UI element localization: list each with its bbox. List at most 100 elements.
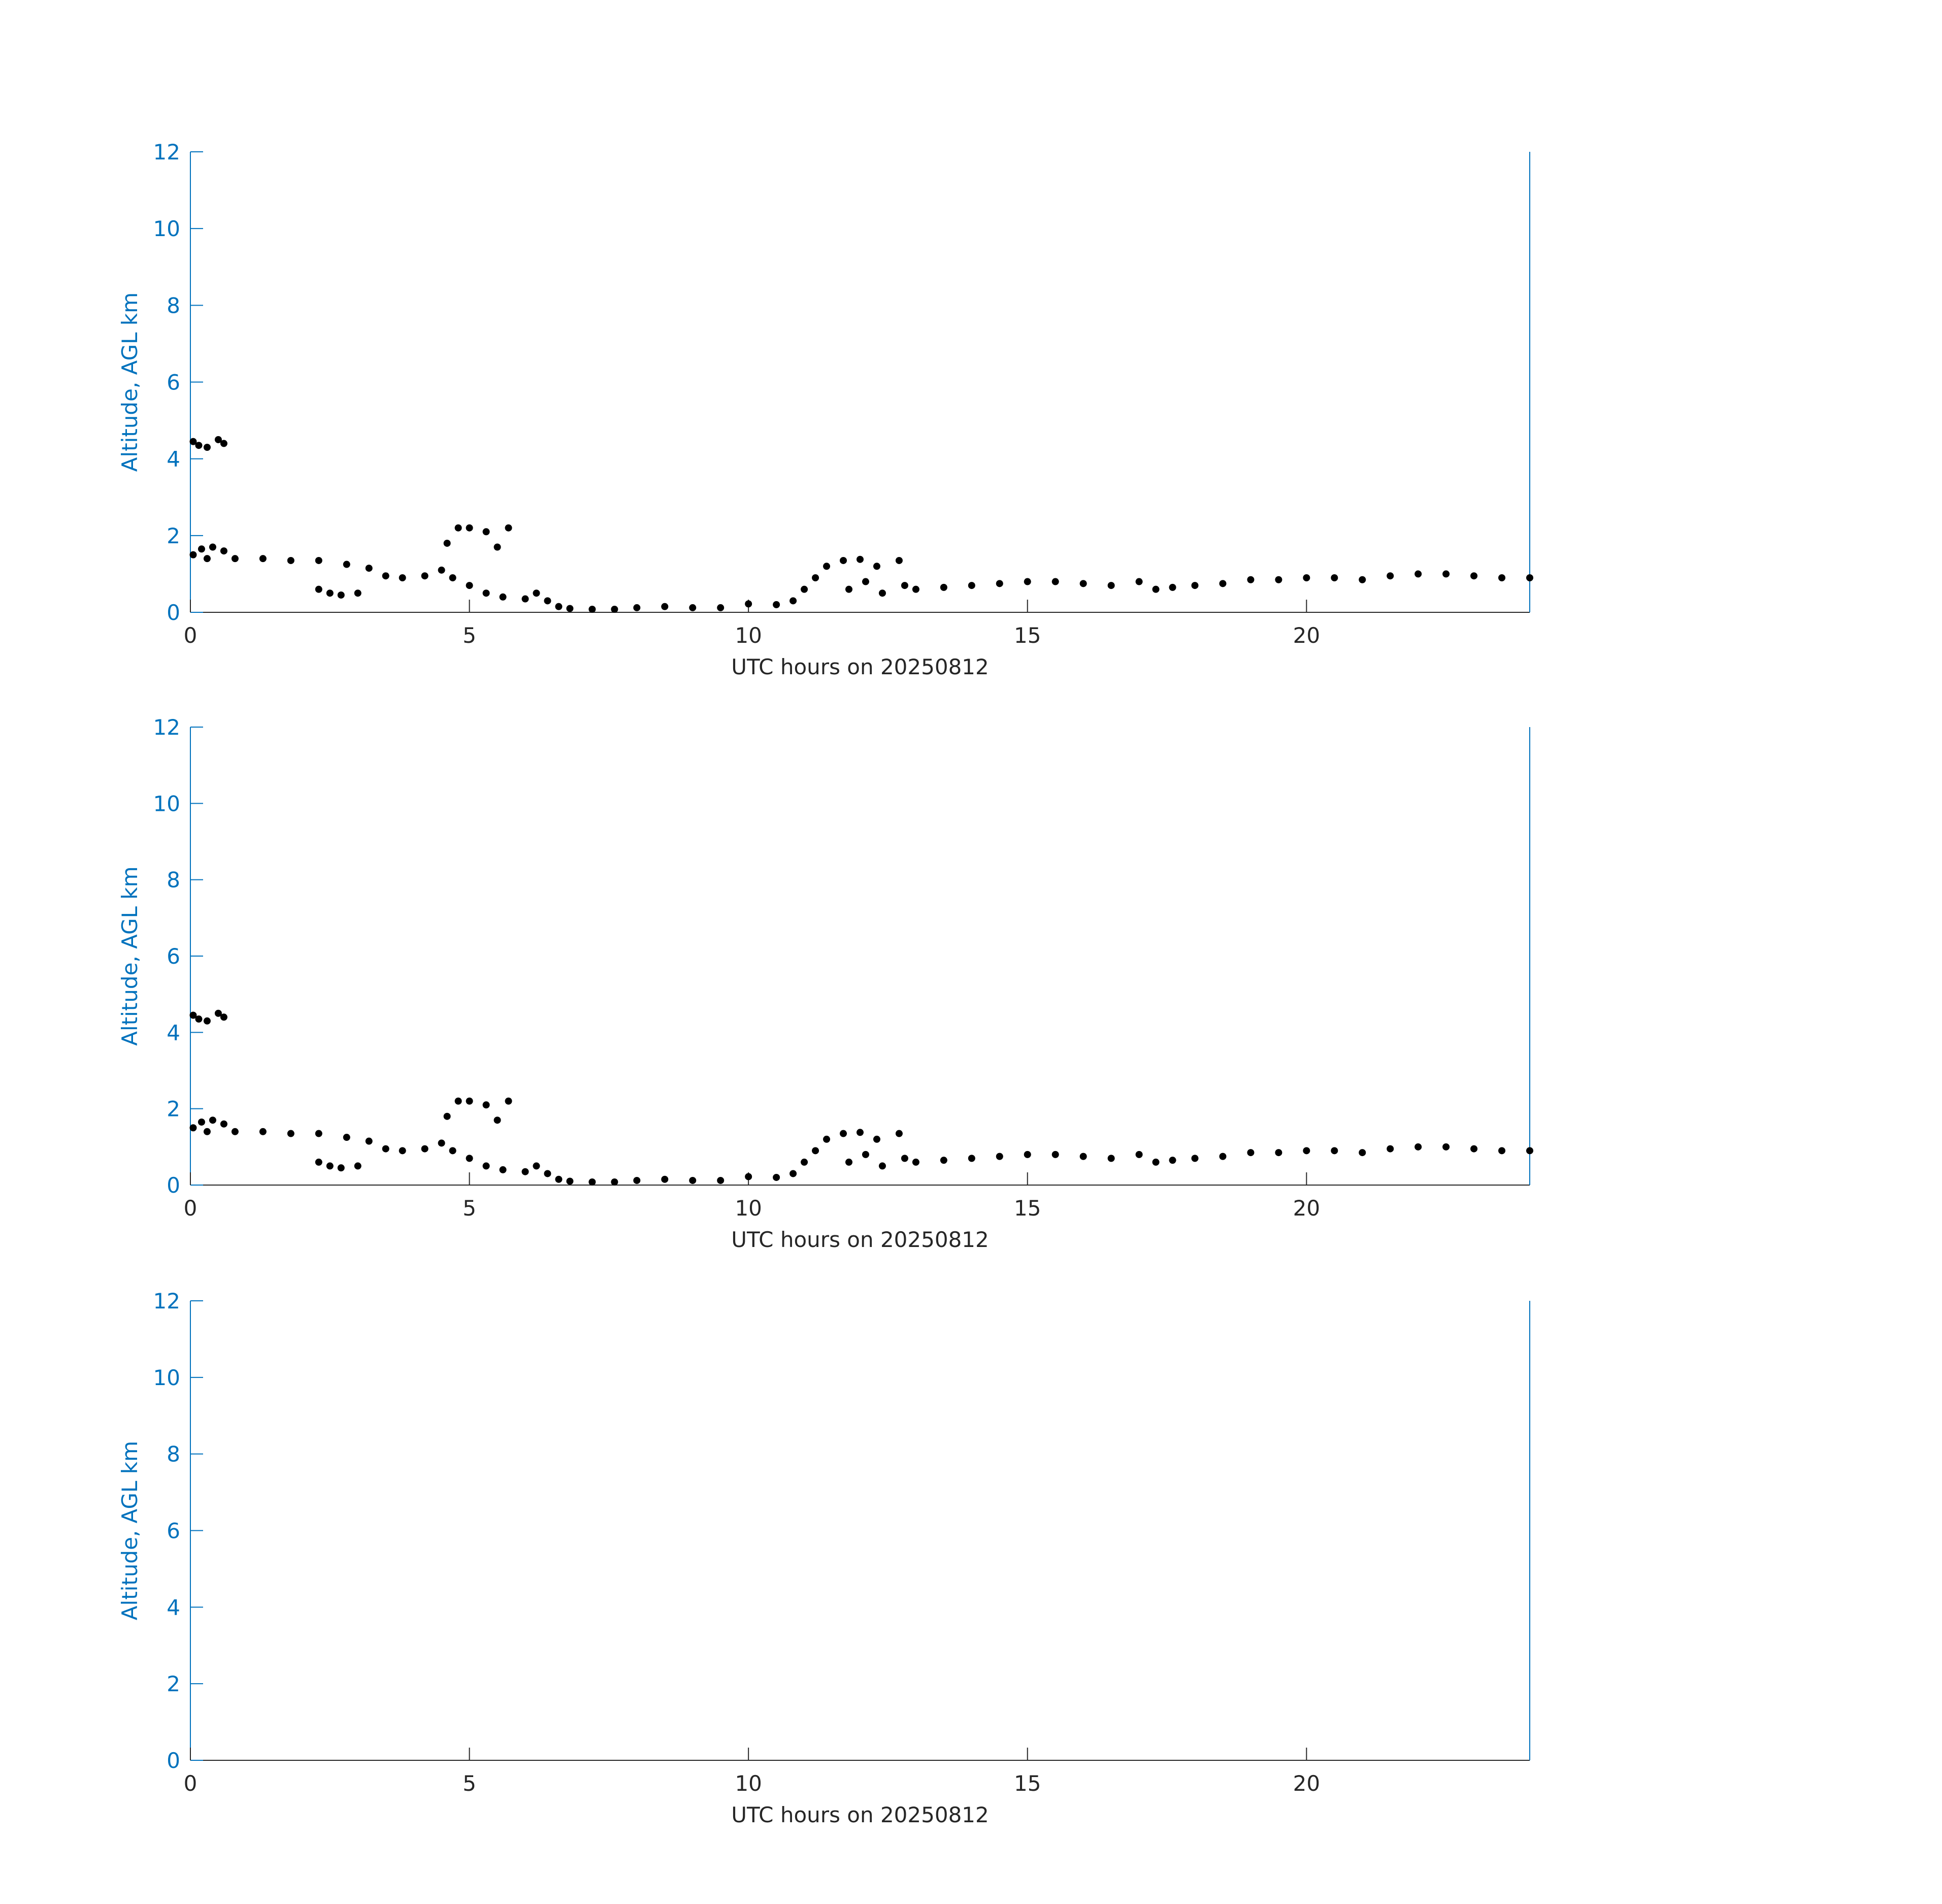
data-point (1387, 572, 1394, 580)
data-point (287, 556, 294, 564)
data-point (1107, 582, 1115, 589)
data-point (1024, 1151, 1031, 1158)
data-point (1498, 574, 1506, 581)
data-point (1387, 1145, 1394, 1153)
data-point (1331, 1147, 1338, 1155)
x-axis-label: UTC hours on 20250812 (731, 654, 989, 679)
x-tick-label: 5 (463, 1771, 476, 1796)
x-tick-label: 20 (1293, 623, 1320, 648)
data-point (1359, 576, 1366, 583)
data-point (443, 539, 451, 547)
data-point (773, 1173, 780, 1181)
data-point (1442, 570, 1450, 578)
data-point (801, 585, 808, 593)
x-tick-label: 10 (735, 623, 762, 648)
x-tick-label: 15 (1014, 623, 1041, 648)
data-point (745, 1173, 752, 1180)
data-point (189, 551, 197, 559)
data-point (789, 1170, 797, 1177)
x-tick-label: 20 (1293, 1196, 1320, 1221)
data-point (365, 1137, 373, 1145)
data-point (326, 589, 334, 597)
data-point (337, 1164, 345, 1172)
data-point (845, 585, 853, 593)
data-point (438, 1139, 445, 1147)
data-point (1414, 1143, 1422, 1151)
data-point (1247, 1149, 1255, 1157)
data-point (823, 1135, 831, 1143)
data-point (209, 543, 216, 551)
data-point (365, 565, 373, 572)
data-point (195, 442, 203, 449)
data-point (1470, 1145, 1478, 1153)
data-point (521, 595, 529, 603)
data-point (354, 1162, 361, 1170)
data-point (812, 574, 819, 581)
data-point (198, 545, 205, 553)
y-tick-label: 6 (167, 944, 180, 969)
data-point (499, 1166, 507, 1173)
data-point (555, 1175, 563, 1183)
y-tick-label: 6 (167, 1519, 180, 1544)
x-tick-label: 15 (1014, 1196, 1041, 1221)
data-point (1135, 1151, 1143, 1158)
data-point (466, 1097, 473, 1105)
y-axis-label: Altitude, AGL km (117, 292, 142, 472)
data-point (996, 580, 1003, 587)
y-axis-label: Altitude, AGL km (117, 1441, 142, 1620)
data-point (588, 605, 596, 613)
data-point (382, 1145, 389, 1153)
data-point (521, 1168, 529, 1175)
data-point (220, 1013, 227, 1021)
data-point (968, 582, 975, 589)
data-point (315, 1158, 322, 1166)
data-point (873, 563, 880, 570)
data-point (633, 604, 641, 611)
y-tick-label: 10 (153, 216, 180, 241)
data-point (840, 1130, 847, 1137)
data-point (1303, 574, 1310, 581)
data-point (895, 556, 903, 564)
data-point (466, 582, 473, 589)
x-tick-label: 0 (184, 623, 198, 648)
data-point (789, 597, 797, 605)
data-point (611, 1178, 618, 1186)
data-point (1331, 574, 1338, 581)
x-tick-label: 5 (463, 1196, 476, 1221)
data-point (505, 524, 512, 532)
data-point (1470, 572, 1478, 580)
data-point (857, 555, 864, 563)
data-point (773, 601, 780, 608)
data-point (449, 1147, 456, 1155)
x-tick-label: 10 (735, 1196, 762, 1221)
data-point (940, 583, 947, 591)
data-point (399, 1147, 406, 1155)
data-point (996, 1153, 1003, 1160)
data-point (1275, 576, 1282, 583)
data-point (493, 1117, 501, 1124)
data-point (315, 556, 322, 564)
data-point (1024, 578, 1031, 585)
data-point (968, 1155, 975, 1162)
data-point (812, 1147, 819, 1155)
data-point (823, 563, 831, 570)
y-tick-label: 12 (153, 1289, 180, 1314)
data-point (421, 1145, 429, 1153)
y-tick-label: 4 (167, 1595, 180, 1620)
y-tick-label: 8 (167, 293, 180, 318)
data-point (1414, 570, 1422, 578)
y-tick-label: 4 (167, 447, 180, 472)
data-point (661, 1175, 669, 1183)
data-point (1079, 580, 1087, 587)
y-tick-label: 0 (167, 600, 180, 625)
x-tick-label: 5 (463, 623, 476, 648)
x-axis-label: UTC hours on 20250812 (731, 1802, 989, 1827)
data-point (337, 591, 345, 599)
data-point (912, 585, 919, 593)
data-point (454, 1097, 462, 1105)
data-point (231, 1128, 239, 1135)
data-point (901, 1155, 908, 1162)
data-point (189, 438, 197, 445)
data-point (466, 524, 473, 532)
data-point (940, 1157, 947, 1164)
